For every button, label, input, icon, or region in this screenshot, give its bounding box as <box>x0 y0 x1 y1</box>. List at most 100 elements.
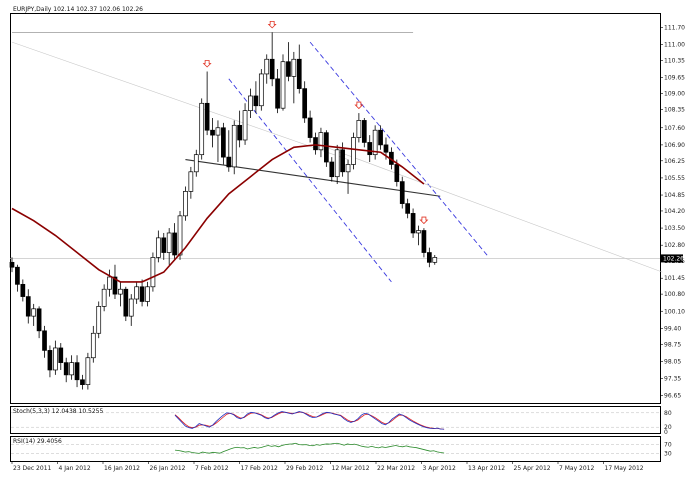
main-panel-frame <box>10 13 661 404</box>
y-tick-label: 96.65 <box>664 393 681 400</box>
candle <box>166 228 172 265</box>
candle-body <box>231 124 237 168</box>
candle <box>410 208 416 238</box>
trend-line <box>11 41 349 160</box>
candle-body <box>351 137 356 165</box>
candle <box>199 98 205 160</box>
candle-body <box>318 132 324 151</box>
candle <box>155 230 161 263</box>
y-tick-label: 98.05 <box>664 358 681 365</box>
candle <box>210 117 215 148</box>
current-price-tag <box>661 254 683 263</box>
x-tick-label: 22 Mar 2012 <box>377 465 415 472</box>
candle <box>405 198 411 219</box>
candle-body <box>432 257 438 263</box>
candle <box>31 303 37 326</box>
x-tick-label: 7 May 2012 <box>559 465 594 472</box>
candle <box>118 281 123 307</box>
x-tick-label: 7 Feb 2012 <box>195 465 229 472</box>
candle <box>286 42 291 82</box>
stoch-label: Stoch(5,3,3) 12.0438 10.5255 <box>13 408 104 415</box>
candle-body <box>128 298 134 317</box>
candle <box>275 69 280 114</box>
x-tick-label: 17 May 2012 <box>605 465 644 472</box>
candle-body <box>85 357 91 386</box>
y-tick-label: 111.70 <box>664 24 685 31</box>
candle-body <box>291 58 297 77</box>
rsi-label: RSI(14) 29.4056 <box>13 438 62 445</box>
candle-body <box>134 286 140 300</box>
candle-body <box>221 127 226 158</box>
stoch-layer: 80 200 <box>11 410 672 436</box>
candle <box>237 110 242 148</box>
candle <box>399 176 405 209</box>
candle-body <box>193 154 199 173</box>
candle <box>334 144 340 185</box>
candle <box>53 340 58 375</box>
rsi-level-label: 30 <box>664 450 672 457</box>
candle-body <box>275 78 280 109</box>
candle-body <box>199 102 205 156</box>
candle <box>107 269 112 297</box>
candle <box>215 120 221 163</box>
candle-body <box>242 110 248 141</box>
symbol-header: EURJPY,Daily 102.14 102.37 102.06 102.26 <box>13 6 143 13</box>
y-tick-label: 104.85 <box>664 192 685 199</box>
candle-body <box>258 73 264 107</box>
candle-body <box>410 213 416 234</box>
y-tick-label: 109.65 <box>664 75 685 82</box>
candle <box>80 374 85 390</box>
main-layer <box>9 20 663 390</box>
candle-body <box>204 102 210 131</box>
candle-body <box>53 347 58 371</box>
candle <box>432 254 438 265</box>
candle <box>307 110 313 143</box>
candle-body <box>47 350 53 371</box>
down-arrow-marker <box>267 20 277 29</box>
candle-body <box>421 230 427 253</box>
y-tick-label: 101.45 <box>664 275 685 282</box>
candle-body <box>90 332 96 359</box>
candle-body <box>264 58 270 75</box>
x-tick-label: 29 Feb 2012 <box>286 465 324 472</box>
candle-body <box>36 308 42 332</box>
candle <box>69 355 74 380</box>
candle <box>329 157 335 182</box>
candle-body <box>96 306 102 334</box>
y-tick-label: 98.75 <box>664 341 681 348</box>
candle <box>128 294 134 326</box>
x-tick-label: 16 Jan 2012 <box>104 465 140 472</box>
candle-body <box>20 283 26 297</box>
candle <box>145 281 150 307</box>
candle <box>150 252 156 292</box>
candle-body <box>58 347 64 363</box>
candle-body <box>280 61 286 109</box>
candle-body <box>237 124 242 141</box>
x-tick-label: 25 Apr 2012 <box>514 465 551 472</box>
candle-body <box>226 156 232 168</box>
candle-body <box>101 288 107 307</box>
candle-body <box>269 58 275 80</box>
stoch-level-label: 0 <box>664 429 668 436</box>
trend-line <box>309 41 490 258</box>
candle-body <box>296 58 302 89</box>
candle-body <box>139 286 145 302</box>
candle <box>204 71 210 136</box>
candle <box>242 103 248 145</box>
candle-body <box>253 95 259 107</box>
candle-body <box>183 191 188 217</box>
candle-body <box>345 164 351 173</box>
candle <box>47 345 53 378</box>
down-arrow-marker <box>202 60 212 68</box>
candle-body <box>329 161 335 178</box>
candle-body <box>80 379 85 386</box>
y-tick-label: 103.50 <box>664 225 685 232</box>
x-tick-label: 17 Feb 2012 <box>241 465 279 472</box>
candle <box>231 120 237 175</box>
candle-body <box>118 288 123 295</box>
candle <box>74 355 80 388</box>
candle <box>193 149 199 177</box>
candle-body <box>302 88 308 119</box>
candle <box>63 357 69 383</box>
candle <box>183 186 188 221</box>
